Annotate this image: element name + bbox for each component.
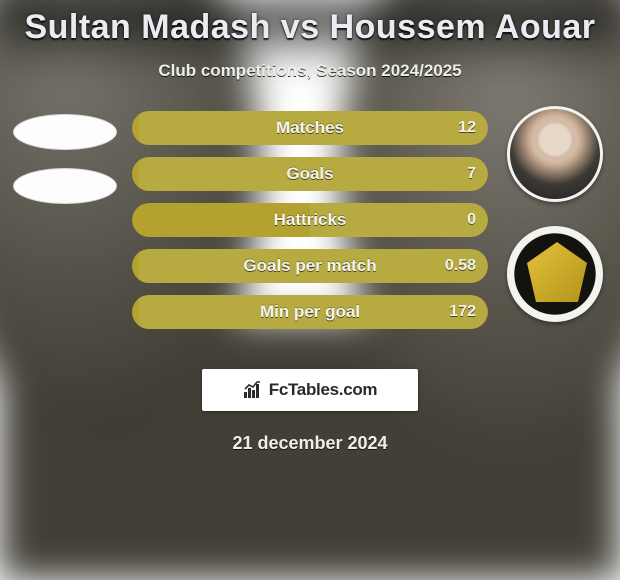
comparison-subtitle: Club competitions, Season 2024/2025 [0,61,620,81]
stat-value-right: 0 [467,211,476,229]
stat-label: Min per goal [260,302,360,322]
left-player-club-placeholder [13,168,117,204]
stat-bar-left-segment [132,157,139,191]
stat-value-right: 12 [458,119,476,137]
stat-value-right: 0.58 [445,257,476,275]
stat-value-right: 7 [467,165,476,183]
comparison-chart: Matches 12 Goals 7 Hattricks 0 Goals per match… [0,111,620,351]
stat-bar-left-segment [132,111,139,145]
stat-label: Goals [286,164,333,184]
stat-label: Goals per match [243,256,376,276]
stat-row: Min per goal 172 [132,295,488,329]
stat-label: Hattricks [274,210,347,230]
comparison-title: Sultan Madash vs Houssem Aouar [0,0,620,47]
left-player-avatar-placeholder [13,114,117,150]
left-player-column [10,106,120,222]
stat-row: Matches 12 [132,111,488,145]
stat-row: Hattricks 0 [132,203,488,237]
right-player-club-badge [507,226,603,322]
fctables-logo: FcTables.com [202,369,418,411]
right-player-column [500,106,610,322]
stat-row: Goals per match 0.58 [132,249,488,283]
stat-row: Goals 7 [132,157,488,191]
content-root: Sultan Madash vs Houssem Aouar Club comp… [0,0,620,580]
fctables-logo-text: FcTables.com [269,380,378,400]
bar-chart-icon [243,381,263,399]
comparison-date: 21 december 2024 [0,433,620,454]
stat-bar-left-segment [132,295,139,329]
right-player-avatar [507,106,603,202]
stat-value-right: 172 [449,303,476,321]
stat-label: Matches [276,118,344,138]
stat-bars: Matches 12 Goals 7 Hattricks 0 Goals per match… [132,111,488,341]
stat-bar-left-segment [132,249,139,283]
